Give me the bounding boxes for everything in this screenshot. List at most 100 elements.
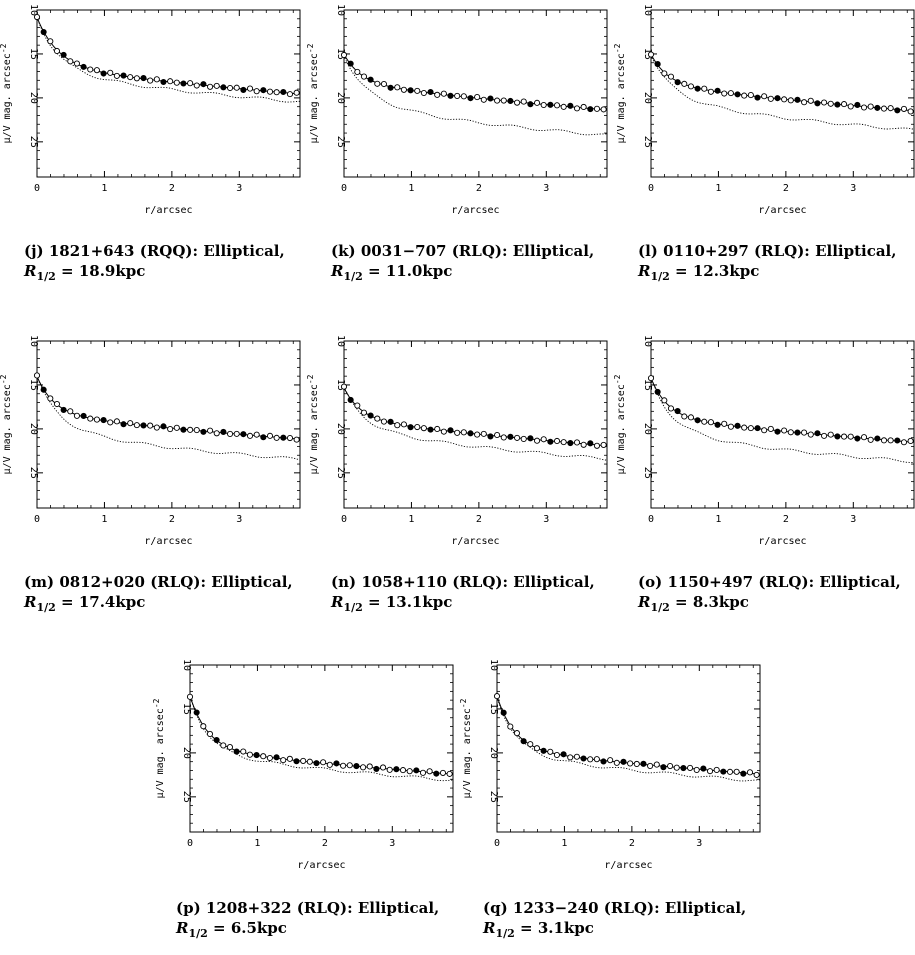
data-point (494, 97, 501, 104)
plot-q: 0 1 2 3 10 15 20 25 r/arcsec μ/V mag. arcsec-2 (459, 659, 761, 871)
data-point (580, 103, 587, 111)
data-point (113, 72, 120, 79)
data-point (814, 100, 821, 107)
y-tick-label: 25 (28, 136, 39, 148)
data-point (547, 438, 554, 445)
data-point (874, 435, 881, 442)
x-tick-label: 0 (648, 183, 654, 194)
x-tick-label: 2 (783, 514, 789, 525)
data-point (761, 93, 768, 100)
x-axis-label: r/arcsec (144, 536, 192, 547)
data-point (40, 386, 47, 393)
data-point (413, 767, 420, 774)
data-point (226, 744, 233, 751)
data-point (567, 754, 574, 761)
data-point (220, 742, 227, 749)
data-point (47, 395, 54, 402)
data-point (326, 761, 333, 768)
data-point (801, 99, 808, 106)
data-point (647, 51, 655, 58)
y-axis-label: μ/V mag. arcsec-2 (152, 698, 166, 798)
data-point (107, 69, 114, 76)
y-tick-label: 15 (181, 703, 192, 715)
data-point (680, 764, 687, 772)
data-point (186, 693, 194, 700)
data-point (781, 96, 788, 103)
x-tick-label: 0 (187, 838, 193, 849)
caption-n: (n) 1058+110 (RLQ): Elliptical, R1/2 = 1… (331, 573, 595, 614)
data-point (273, 754, 280, 761)
data-point (140, 74, 147, 82)
data-point (533, 745, 540, 752)
data-point (60, 51, 67, 58)
data-point (733, 768, 740, 775)
data-point (827, 431, 834, 438)
data-point (540, 747, 547, 754)
data-point (474, 431, 481, 438)
y-tick-label: 15 (642, 48, 653, 60)
data-point (427, 88, 434, 96)
data-point (434, 425, 441, 433)
data-point (414, 87, 421, 94)
data-point (266, 754, 273, 762)
x-tick-label: 0 (34, 514, 40, 525)
residual-dotted-curve (343, 386, 608, 461)
y-tick-label: 15 (335, 379, 346, 391)
data-point (587, 106, 594, 113)
y-axis-label: μ/V mag. arcsec-2 (306, 374, 320, 474)
residual-dotted-curve (36, 376, 301, 461)
y-tick-label: 20 (335, 423, 346, 435)
data-point (193, 82, 200, 89)
data-point (514, 434, 521, 441)
data-point (761, 427, 768, 434)
x-tick-label: 3 (543, 514, 549, 525)
data-point (367, 76, 374, 83)
data-point (553, 437, 561, 445)
y-tick-label: 15 (642, 379, 653, 391)
data-point (60, 406, 67, 414)
y-tick-label: 15 (488, 703, 499, 715)
data-point (740, 770, 747, 777)
y-tick-label: 15 (28, 379, 39, 391)
data-point (266, 432, 274, 439)
data-point (487, 95, 494, 102)
data-point (667, 762, 674, 770)
data-point (701, 85, 708, 92)
data-point (713, 766, 720, 773)
data-point (340, 762, 347, 769)
x-tick-label: 0 (341, 183, 347, 194)
y-tick-label: 20 (642, 423, 653, 435)
data-point (227, 84, 234, 92)
data-point (667, 405, 675, 412)
data-point (93, 67, 100, 74)
y-tick-label: 20 (181, 747, 192, 759)
data-point (147, 422, 154, 429)
y-tick-label: 25 (335, 136, 346, 148)
data-point (120, 72, 127, 79)
data-point (514, 99, 521, 106)
data-point (414, 423, 421, 431)
data-point (193, 426, 200, 434)
data-point (187, 426, 194, 433)
data-point (507, 723, 514, 730)
y-tick-label: 20 (488, 747, 499, 759)
data-point (807, 97, 814, 104)
y-tick-label: 10 (488, 659, 499, 671)
data-point (560, 103, 567, 110)
data-point (433, 770, 440, 777)
data-point (593, 442, 601, 449)
y-tick-label: 20 (28, 92, 39, 104)
data-point (387, 418, 394, 425)
x-tick-label: 2 (629, 838, 635, 849)
data-point (260, 434, 267, 441)
data-point (841, 101, 848, 108)
data-point (520, 435, 527, 442)
data-point (907, 437, 914, 445)
data-point (701, 418, 708, 425)
data-point (467, 430, 474, 437)
data-point (80, 412, 87, 419)
data-point (821, 99, 828, 106)
data-point (127, 420, 134, 427)
x-tick-label: 1 (408, 514, 414, 525)
caption-q: (q) 1233−240 (RLQ): Elliptical, R1/2 = 3… (483, 899, 747, 940)
